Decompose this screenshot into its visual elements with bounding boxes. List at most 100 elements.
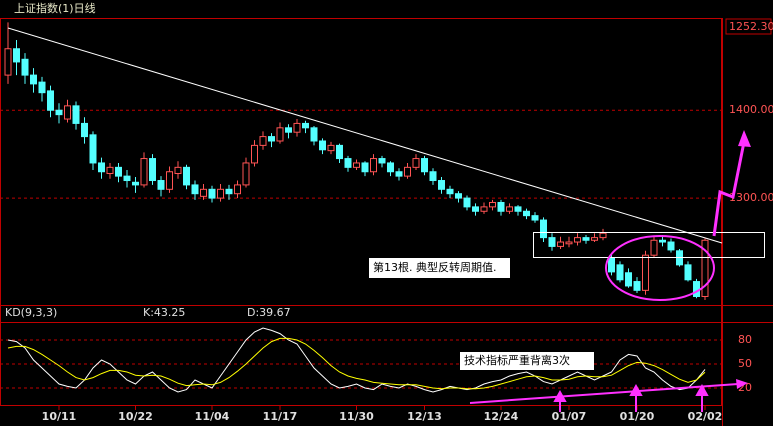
- x-tick-label: 01/07: [552, 410, 587, 423]
- x-tick-label: 11/17: [263, 410, 298, 423]
- candle-body: [149, 158, 156, 182]
- candle-body: [293, 122, 301, 133]
- candle-body: [106, 166, 114, 174]
- candle-body: [310, 127, 318, 142]
- candle-body: [13, 48, 20, 63]
- candle-body: [625, 272, 632, 287]
- candle-body: [472, 206, 479, 212]
- candle-body: [599, 232, 607, 239]
- candle-body: [166, 171, 173, 190]
- arrow-head: [553, 389, 567, 402]
- candle-body: [667, 241, 675, 251]
- candle-body: [55, 109, 63, 116]
- candle-body: [548, 237, 556, 247]
- candle-body: [701, 239, 709, 297]
- candle-body: [616, 264, 624, 281]
- candle-body: [693, 281, 700, 297]
- candle-body: [336, 144, 343, 160]
- x-tick-label: 12/24: [484, 410, 519, 423]
- candle-body: [38, 81, 46, 94]
- highlight-ellipse: [605, 235, 715, 301]
- candle-body: [191, 184, 199, 195]
- candle-body: [650, 239, 658, 256]
- y-tick-label: 80: [738, 333, 752, 346]
- x-tick-label: 11/30: [339, 410, 374, 423]
- legend-label: D:39.67: [247, 306, 291, 319]
- arrow-head: [695, 383, 709, 396]
- candle-body: [234, 184, 241, 195]
- candle-body: [123, 175, 131, 182]
- indicator-line: [7, 337, 706, 390]
- candle-body: [574, 237, 581, 243]
- candle-body: [259, 136, 267, 146]
- candle-body: [217, 188, 224, 199]
- candle-body: [319, 140, 326, 151]
- x-tick-label: 11/04: [195, 410, 230, 423]
- candle-body: [387, 162, 394, 173]
- candle-body: [395, 171, 403, 177]
- projection-arrow: [712, 141, 746, 237]
- candle-body: [642, 254, 649, 291]
- candle-body: [327, 144, 335, 152]
- candle-body: [208, 188, 216, 199]
- range-box: [533, 232, 765, 258]
- candle-body: [21, 58, 29, 76]
- candle-body: [565, 241, 573, 245]
- candle-body: [89, 134, 97, 164]
- indicator-title: KD(9,3,3): [5, 306, 57, 319]
- arrow-head: [629, 383, 643, 396]
- legend-label: K:43.25: [143, 306, 185, 319]
- divergence-arrows: [553, 383, 709, 412]
- candle-body: [285, 127, 292, 133]
- candle-body: [463, 197, 471, 208]
- candle-body: [72, 105, 80, 124]
- candle-body: [30, 74, 37, 85]
- candle-body: [438, 180, 445, 190]
- price-label: 1252.30: [729, 20, 773, 33]
- candle-body: [412, 158, 420, 168]
- y-tick-label: 1400.00: [729, 103, 773, 116]
- candle-body: [557, 241, 564, 247]
- candle-body: [4, 48, 12, 76]
- candle-body: [378, 158, 386, 164]
- candle-body: [132, 181, 139, 186]
- x-tick-label: 12/13: [407, 410, 442, 423]
- candle-body: [523, 210, 530, 217]
- frame: [0, 18, 722, 406]
- candle-body: [684, 264, 692, 281]
- candle-body: [344, 158, 352, 168]
- plot: 1400.00 1300.00 10/11 10/22 11/04 11/17 11/30 1…: [0, 22, 773, 423]
- candle-body: [421, 158, 428, 173]
- candle-body: [183, 166, 190, 186]
- candle-body: [47, 90, 54, 111]
- candle-body: [608, 257, 615, 273]
- candle-body: [531, 215, 539, 221]
- candle-body: [497, 201, 505, 212]
- divergence-line: [469, 383, 739, 404]
- candle-body: [81, 122, 88, 138]
- title-bar: [0, 0, 773, 17]
- x-tick-label: 10/22: [118, 410, 153, 423]
- candle-body: [489, 201, 496, 208]
- candle-body: [446, 188, 454, 195]
- y-tick-label: 50: [738, 357, 752, 370]
- annotation: 第13根. 典型反转周期值.: [373, 260, 497, 274]
- candle-body: [98, 162, 105, 173]
- note-box: [369, 258, 510, 278]
- candle-body: [404, 166, 411, 177]
- candle-body: [174, 166, 182, 174]
- candle-body: [361, 162, 369, 173]
- candle-body: [242, 162, 250, 186]
- annotation: 技术指标严重背离3次: [464, 353, 570, 367]
- candle-body: [514, 206, 522, 212]
- x-tick-label: 02/02: [688, 410, 723, 423]
- candle-body: [140, 158, 148, 186]
- candle-body: [64, 105, 71, 120]
- chart-title: 上证指数(1)日线: [14, 1, 96, 15]
- candle-body: [480, 206, 488, 212]
- arrow-head: [736, 379, 748, 389]
- candle-body: [429, 171, 437, 182]
- candle-body: [225, 188, 233, 195]
